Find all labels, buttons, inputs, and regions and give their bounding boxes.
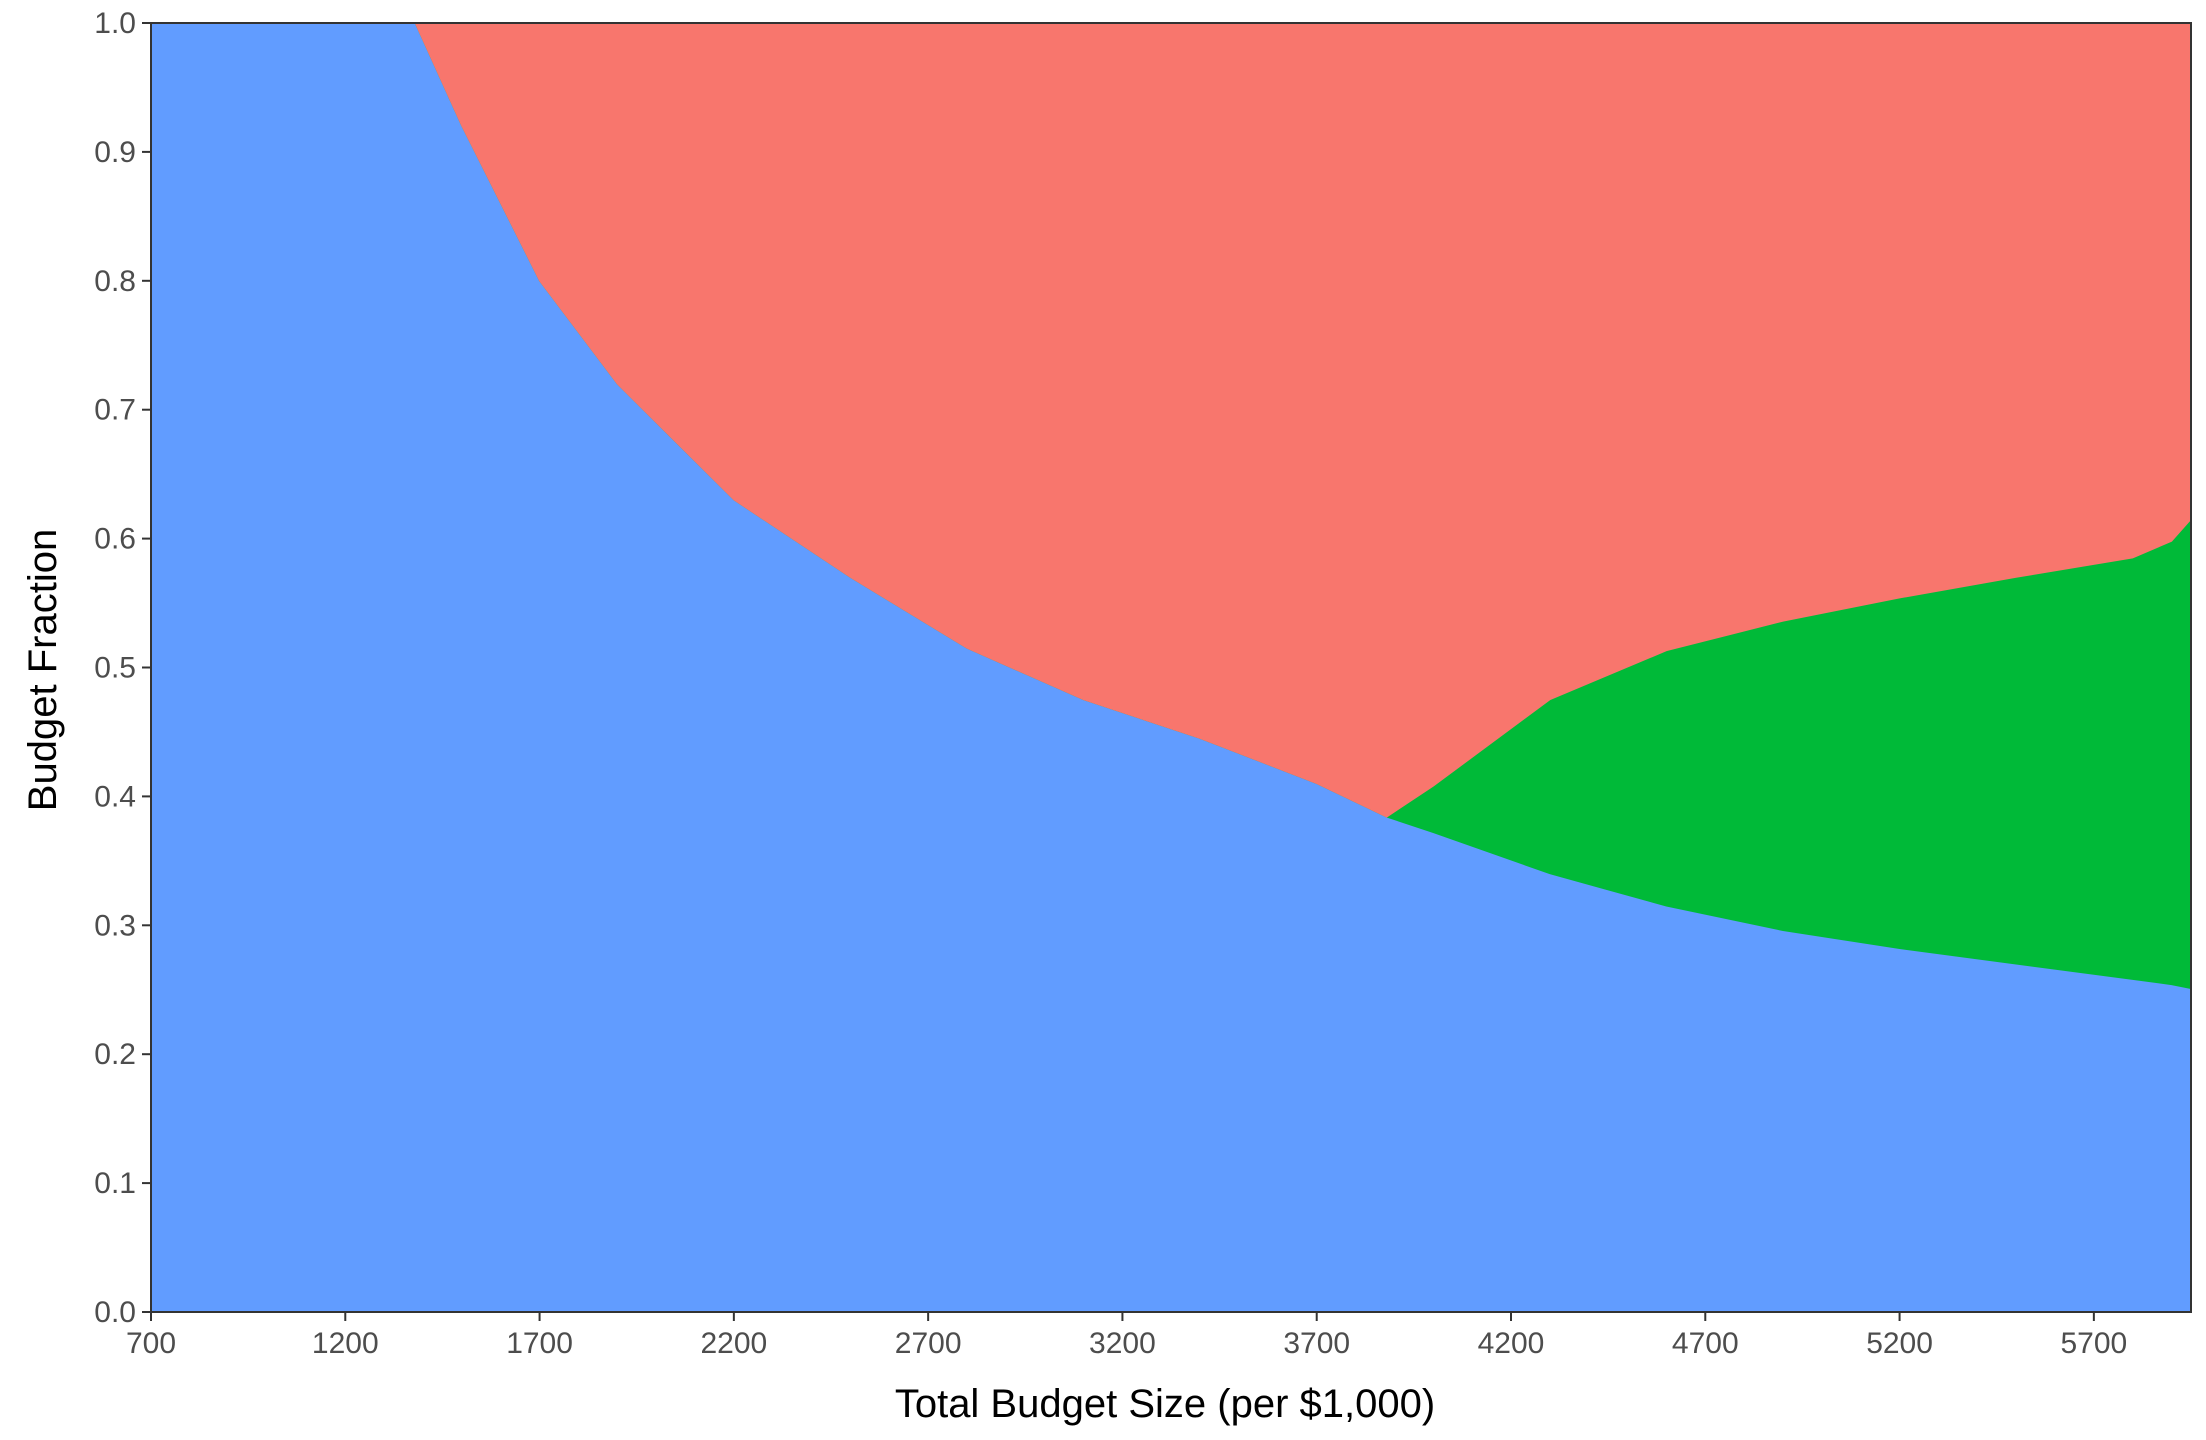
- y-tick-label: 0.3: [94, 909, 136, 942]
- y-tick-label: 0.4: [94, 780, 136, 813]
- x-tick-label: 1700: [506, 1327, 573, 1360]
- x-tick-label: 4200: [1478, 1327, 1545, 1360]
- y-tick-label: 1.0: [94, 7, 136, 40]
- x-axis: 700 1200 1700 2200 2700 3200 3700 4200 4700 5200 5…: [126, 1312, 2127, 1360]
- x-tick-label: 1200: [312, 1327, 379, 1360]
- y-tick-label: 0.8: [94, 265, 136, 298]
- y-tick-label: 0.7: [94, 394, 136, 427]
- y-tick-label: 0.9: [94, 136, 136, 169]
- x-tick-label: 3700: [1283, 1327, 1350, 1360]
- y-tick-label: 0.6: [94, 523, 136, 556]
- x-tick-label: 5700: [2060, 1327, 2127, 1360]
- x-tick-label: 3200: [1089, 1327, 1156, 1360]
- x-axis-title: Total Budget Size (per $1,000): [895, 1382, 1435, 1426]
- x-tick-label: 2200: [700, 1327, 767, 1360]
- y-tick-label: 0.1: [94, 1167, 136, 1200]
- area-series-group: [150, 22, 2192, 1313]
- y-tick-label: 0.2: [94, 1038, 136, 1071]
- x-tick-label: 4700: [1672, 1327, 1739, 1360]
- y-tick-label: 0.5: [94, 652, 136, 685]
- x-tick-label: 2700: [895, 1327, 962, 1360]
- y-axis: 0.0 0.1 0.2 0.3 0.4 0.5 0.6 0.7 0.8 0.9 1.0: [94, 7, 151, 1329]
- x-tick-label: 700: [126, 1327, 176, 1360]
- y-axis-title: Budget Fraction: [21, 529, 65, 811]
- x-tick-label: 5200: [1866, 1327, 1933, 1360]
- y-tick-label: 0.0: [94, 1296, 136, 1329]
